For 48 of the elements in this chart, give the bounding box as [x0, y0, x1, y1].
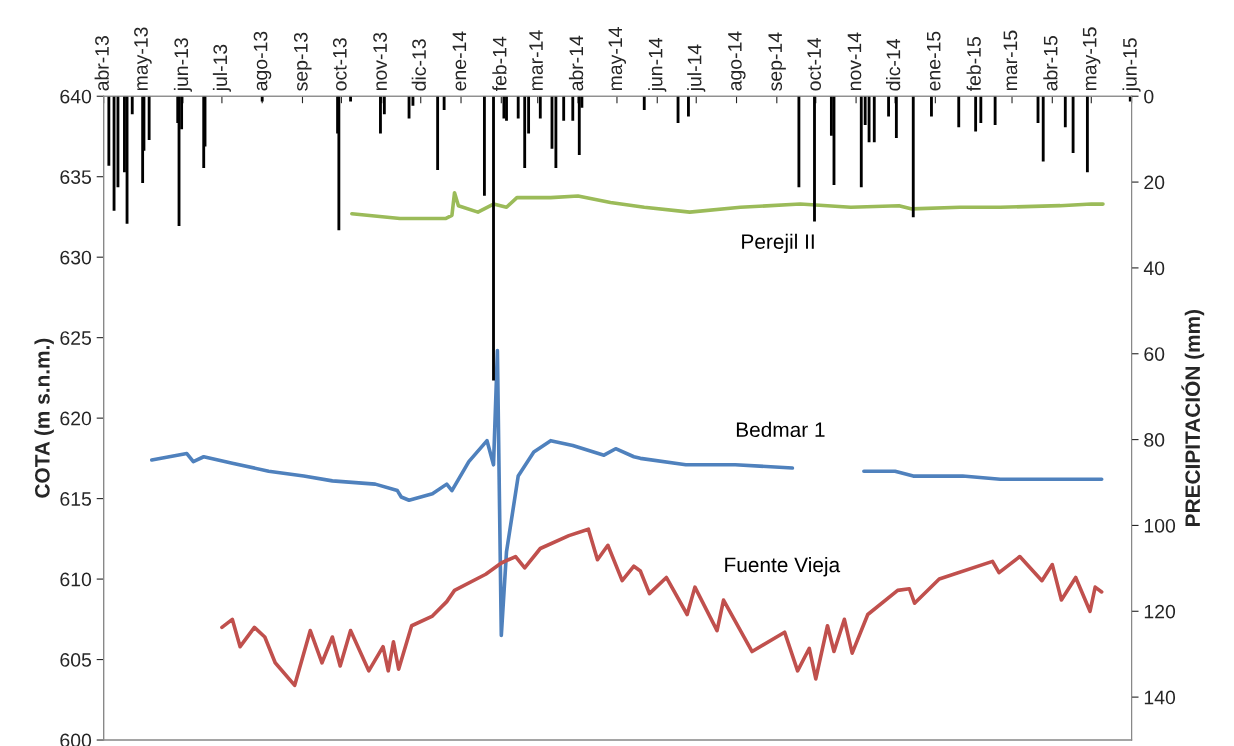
- x-tick-label: sep-13: [293, 32, 312, 91]
- x-tick-label: oct-14: [807, 37, 822, 91]
- series-label: Bedmar 1: [736, 421, 825, 438]
- x-tick-label: mar-14: [529, 30, 543, 91]
- x-tick-label: jul-14: [687, 44, 706, 92]
- y-tick-label: 605: [60, 653, 92, 667]
- x-tick-label: jun-14: [648, 37, 667, 92]
- x-tick-label: dic-13: [411, 39, 426, 91]
- x-tick-label: mar-15: [1003, 30, 1018, 91]
- y-tick-label: 620: [60, 411, 92, 426]
- x-tick-label: ene-15: [927, 31, 941, 91]
- x-tick-label: oct-13: [332, 38, 347, 91]
- x-tick-label: abr-15: [1043, 35, 1058, 91]
- y-tick-label: 640: [60, 89, 92, 104]
- y2-tick-label: 40: [1143, 261, 1165, 276]
- y2-tick-label: 20: [1144, 175, 1165, 190]
- x-tick-label: ene-14: [452, 31, 467, 91]
- x-tick-label: ago-13: [253, 31, 272, 91]
- y2-tick-label: 0: [1144, 89, 1154, 104]
- y-tick-label: 630: [60, 250, 92, 265]
- y2-tick-label: 140: [1144, 690, 1176, 705]
- y-tick-label: 615: [60, 492, 92, 506]
- x-tick-label: nov-13: [373, 32, 387, 91]
- x-tick-label: may-14: [608, 27, 627, 91]
- y-tick-label: 610: [60, 572, 92, 587]
- x-tick-label: feb-14: [492, 36, 507, 92]
- x-tick-label: jul-13: [212, 44, 231, 92]
- x-tick-label: sep-14: [768, 32, 786, 91]
- y-tick-label: 635: [60, 170, 92, 184]
- series-label: Fuente Vieja: [725, 556, 841, 577]
- x-tick-label: nov-14: [847, 32, 862, 91]
- x-tick-label: ago-14: [728, 31, 746, 91]
- x-tick-label: may-15: [1082, 27, 1101, 91]
- series-label: Perejil II: [742, 233, 814, 254]
- y2-tick-label: 100: [1144, 518, 1176, 533]
- x-tick-label: dic-14: [886, 38, 901, 91]
- y2-tick-label: 120: [1144, 604, 1176, 619]
- x-tick-label: abr-14: [568, 35, 584, 91]
- x-tick-label: jun-15: [1122, 38, 1141, 92]
- y2-axis-title: PRECIPITACIÓN (mm): [1181, 309, 1205, 526]
- y-axis-title: COTA (m s.n.m.): [34, 338, 54, 498]
- x-tick-label: abr-13: [94, 36, 109, 91]
- y2-tick-label: 60: [1144, 347, 1165, 361]
- x-tick-label: jun-13: [173, 38, 192, 92]
- y2-tick-label: 80: [1144, 433, 1165, 447]
- x-tick-label: may-13: [134, 27, 152, 91]
- x-tick-label: feb-15: [966, 37, 981, 92]
- y-tick-label: 625: [60, 331, 92, 345]
